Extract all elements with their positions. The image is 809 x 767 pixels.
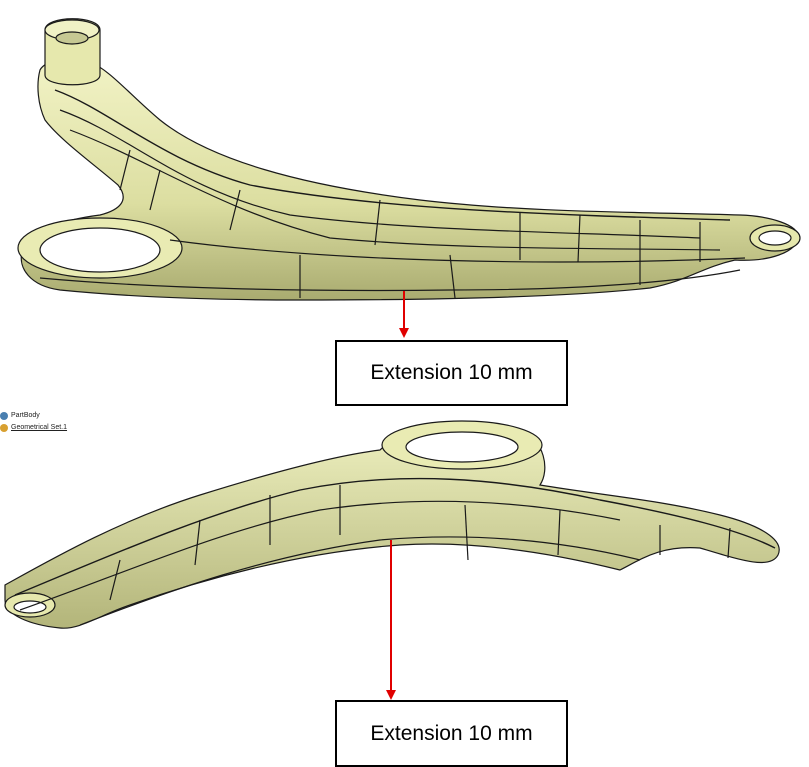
- arm-body: [20, 58, 799, 301]
- callout-text: Extension 10 mm: [370, 721, 533, 745]
- callout-extension-top: Extension 10 mm: [335, 340, 568, 406]
- boss-hole: [55, 31, 89, 45]
- arrow-top-head: [399, 328, 409, 338]
- tree-item-partbody[interactable]: PartBody: [0, 410, 67, 422]
- geometrical-set-icon: [0, 424, 8, 432]
- bushing-hole-2: [405, 431, 519, 463]
- tree-item-geometrical-set[interactable]: Geometrical Set.1: [0, 422, 67, 434]
- callout-extension-bottom: Extension 10 mm: [335, 700, 568, 767]
- control-arm-bottom-view[interactable]: [4, 420, 780, 629]
- arrow-bottom-head: [386, 690, 396, 700]
- bushing-hole: [39, 227, 161, 273]
- control-arm-top-view[interactable]: [17, 18, 801, 301]
- end-eyelet-hole: [758, 230, 792, 246]
- spec-tree: PartBody Geometrical Set.1: [0, 410, 67, 434]
- tree-item-label: PartBody: [11, 412, 40, 419]
- callout-text: Extension 10 mm: [370, 361, 533, 384]
- gear-body-icon: [0, 412, 8, 420]
- tree-item-label: Geometrical Set.1: [11, 424, 68, 431]
